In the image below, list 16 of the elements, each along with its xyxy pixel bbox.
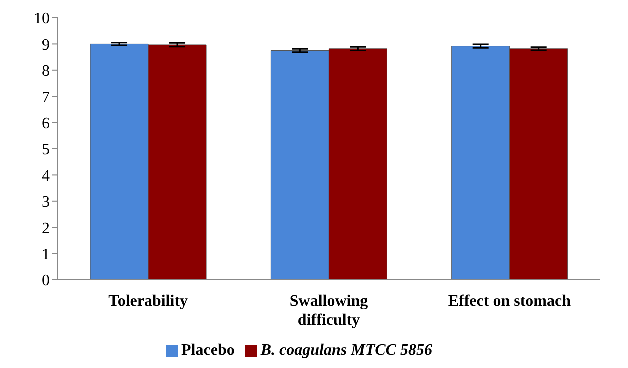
- y-tick-label: 4: [42, 168, 50, 185]
- x-tick-label: Tolerability: [108, 293, 188, 310]
- y-tick-label: 1: [42, 246, 50, 264]
- y-tick-label: 9: [42, 36, 50, 54]
- y-tick-label: 5: [42, 142, 50, 159]
- y-tick-label: 0: [42, 272, 50, 290]
- y-tick-label: 8: [42, 63, 50, 80]
- y-tick-label: 10: [34, 10, 50, 28]
- legend-label: B. coagulans MTCC 5856: [260, 342, 432, 359]
- y-tick-label: 2: [42, 220, 50, 238]
- y-tick-label: 6: [42, 115, 50, 132]
- legend-label: Placebo: [182, 342, 235, 359]
- x-tick-label: Swallowing difficulty: [290, 293, 368, 329]
- y-tick-label: 7: [42, 89, 50, 106]
- y-tick-label: 3: [42, 194, 50, 212]
- x-tick-label: Effect on stomach: [448, 293, 572, 310]
